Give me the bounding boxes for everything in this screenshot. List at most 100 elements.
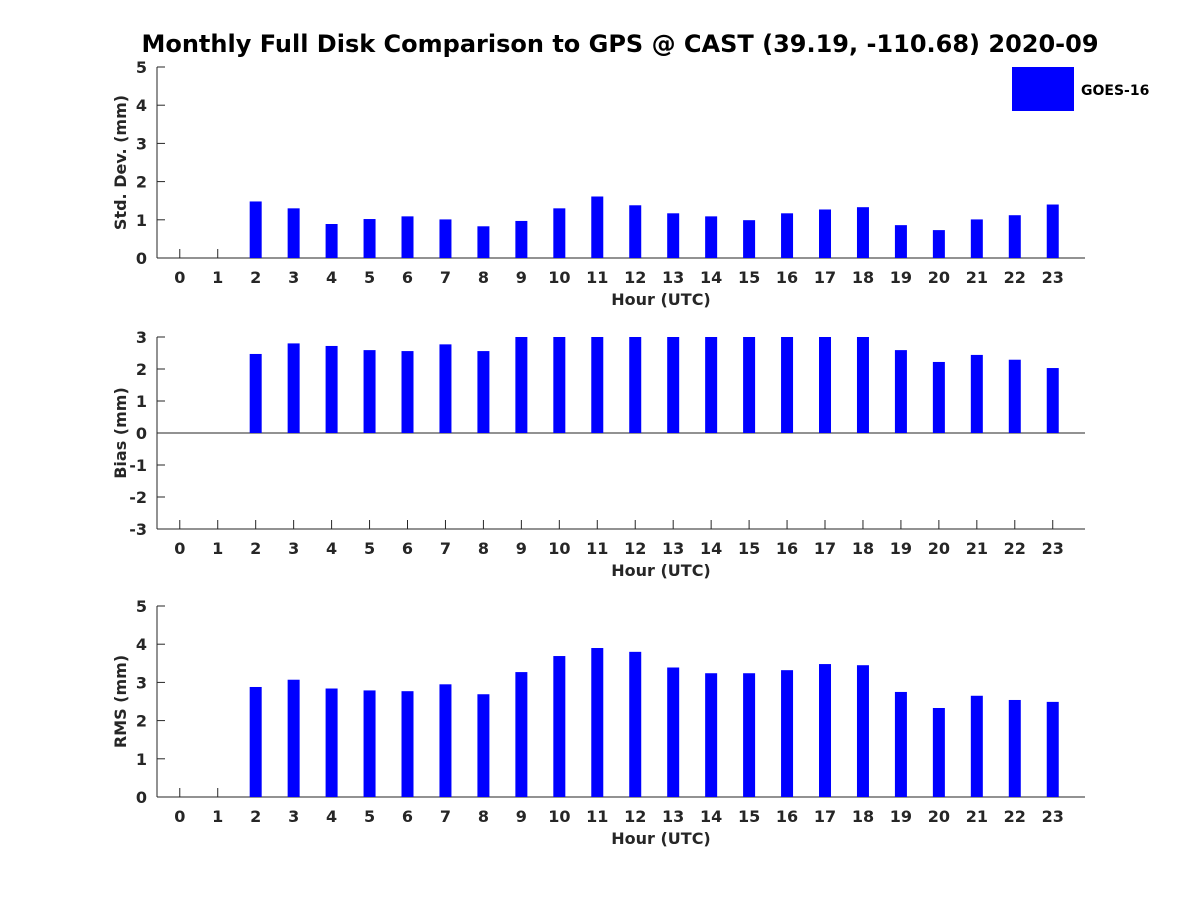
bar-2-3 bbox=[287, 679, 300, 797]
y-tick-label: -2 bbox=[129, 488, 147, 507]
y-tick-label: 1 bbox=[136, 750, 147, 769]
bar-1-5 bbox=[363, 350, 376, 433]
bar-2-12 bbox=[629, 651, 642, 797]
bar-1-11 bbox=[591, 337, 604, 433]
x-tick-label: 9 bbox=[516, 539, 527, 558]
bar-1-4 bbox=[325, 345, 338, 433]
x-tick-label: 23 bbox=[1042, 539, 1064, 558]
legend-swatch bbox=[1012, 67, 1074, 111]
x-tick-label: 10 bbox=[548, 268, 570, 287]
bar-2-20 bbox=[932, 707, 945, 797]
y-tick-label: 3 bbox=[136, 328, 147, 347]
x-tick-label: 8 bbox=[478, 539, 489, 558]
x-tick-label: 18 bbox=[852, 807, 874, 826]
bar-0-3 bbox=[287, 208, 300, 258]
x-tick-label: 1 bbox=[212, 539, 223, 558]
bar-1-12 bbox=[629, 337, 642, 433]
x-tick-label: 16 bbox=[776, 539, 798, 558]
x-tick-label: 9 bbox=[516, 268, 527, 287]
x-axis-label: Hour (UTC) bbox=[611, 290, 711, 309]
bar-1-6 bbox=[401, 351, 414, 433]
y-tick-label: 5 bbox=[136, 597, 147, 616]
bar-2-10 bbox=[553, 656, 566, 797]
x-tick-label: 0 bbox=[174, 539, 185, 558]
bar-0-17 bbox=[819, 209, 832, 258]
x-tick-label: 1 bbox=[212, 807, 223, 826]
bar-1-17 bbox=[819, 337, 832, 433]
x-tick-label: 16 bbox=[776, 268, 798, 287]
x-tick-label: 2 bbox=[250, 807, 261, 826]
bar-2-23 bbox=[1046, 701, 1059, 797]
bar-2-17 bbox=[819, 664, 832, 797]
x-tick-label: 12 bbox=[624, 539, 646, 558]
bar-2-11 bbox=[591, 648, 604, 797]
x-tick-label: 6 bbox=[402, 807, 413, 826]
chart-title: Monthly Full Disk Comparison to GPS @ CA… bbox=[141, 30, 1099, 58]
x-tick-label: 7 bbox=[440, 807, 451, 826]
bar-2-22 bbox=[1008, 699, 1021, 797]
bar-1-19 bbox=[894, 350, 907, 433]
bar-0-11 bbox=[591, 196, 604, 258]
bar-1-2 bbox=[249, 353, 262, 433]
x-tick-label: 20 bbox=[928, 807, 950, 826]
y-tick-label: 5 bbox=[136, 58, 147, 77]
bar-0-6 bbox=[401, 216, 414, 258]
x-tick-label: 0 bbox=[174, 807, 185, 826]
x-tick-label: 3 bbox=[288, 539, 299, 558]
y-tick-label: 1 bbox=[136, 211, 147, 230]
y-tick-label: 0 bbox=[136, 249, 147, 268]
y-axis-label: RMS (mm) bbox=[111, 655, 130, 748]
x-tick-label: 22 bbox=[1004, 807, 1026, 826]
x-axis-label: Hour (UTC) bbox=[611, 561, 711, 580]
x-tick-label: 0 bbox=[174, 268, 185, 287]
x-tick-label: 3 bbox=[288, 807, 299, 826]
bar-0-12 bbox=[629, 205, 642, 258]
y-tick-label: 0 bbox=[136, 788, 147, 807]
bar-1-18 bbox=[856, 337, 869, 433]
x-tick-label: 21 bbox=[966, 807, 988, 826]
bar-1-13 bbox=[667, 337, 680, 433]
bar-0-8 bbox=[477, 226, 490, 258]
x-tick-label: 13 bbox=[662, 807, 684, 826]
x-tick-label: 15 bbox=[738, 268, 760, 287]
x-tick-label: 23 bbox=[1042, 807, 1064, 826]
y-axis-label: Std. Dev. (mm) bbox=[111, 95, 130, 230]
x-tick-label: 4 bbox=[326, 268, 337, 287]
x-tick-label: 21 bbox=[966, 268, 988, 287]
bar-0-15 bbox=[743, 220, 756, 258]
x-tick-label: 18 bbox=[852, 539, 874, 558]
x-tick-label: 10 bbox=[548, 539, 570, 558]
y-tick-label: 2 bbox=[136, 360, 147, 379]
bar-1-20 bbox=[932, 361, 945, 433]
y-tick-label: -3 bbox=[129, 520, 147, 539]
y-tick-label: 2 bbox=[136, 712, 147, 731]
x-tick-label: 15 bbox=[738, 539, 760, 558]
bar-1-21 bbox=[970, 354, 983, 433]
bar-0-7 bbox=[439, 219, 452, 258]
x-tick-label: 11 bbox=[586, 268, 608, 287]
legend-label: GOES-16 bbox=[1081, 83, 1149, 99]
x-tick-label: 6 bbox=[402, 268, 413, 287]
bar-1-22 bbox=[1008, 359, 1021, 433]
bar-2-9 bbox=[515, 672, 528, 797]
bar-1-3 bbox=[287, 343, 300, 433]
x-tick-label: 19 bbox=[890, 539, 912, 558]
x-tick-label: 7 bbox=[440, 268, 451, 287]
bar-2-15 bbox=[743, 673, 756, 797]
x-tick-label: 3 bbox=[288, 268, 299, 287]
bar-1-9 bbox=[515, 337, 528, 433]
x-tick-label: 13 bbox=[662, 539, 684, 558]
bar-2-2 bbox=[249, 686, 262, 797]
y-tick-label: 3 bbox=[136, 673, 147, 692]
x-tick-label: 14 bbox=[700, 268, 722, 287]
bar-2-16 bbox=[781, 670, 794, 797]
bar-0-10 bbox=[553, 208, 566, 258]
x-tick-label: 10 bbox=[548, 807, 570, 826]
x-tick-label: 22 bbox=[1004, 268, 1026, 287]
bar-2-21 bbox=[970, 695, 983, 797]
bar-2-19 bbox=[894, 691, 907, 797]
bar-2-8 bbox=[477, 694, 490, 797]
x-tick-label: 5 bbox=[364, 539, 375, 558]
x-tick-label: 14 bbox=[700, 807, 722, 826]
y-axis-label: Bias (mm) bbox=[111, 387, 130, 479]
